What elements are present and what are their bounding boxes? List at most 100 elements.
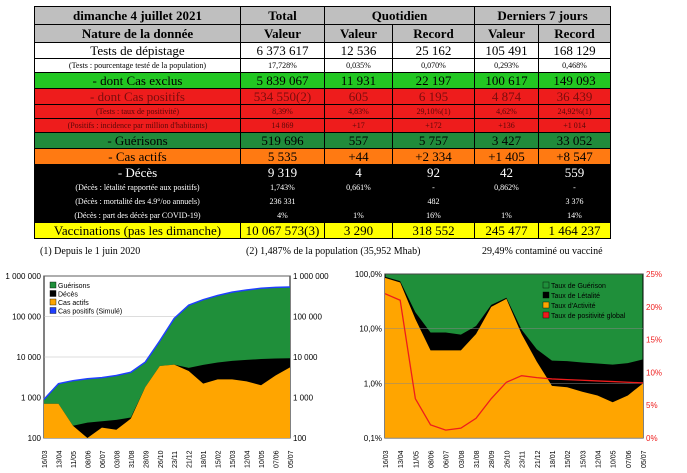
legend-swatch xyxy=(542,291,550,299)
cell-label: (Positifs : incidence par million d'habi… xyxy=(34,118,241,133)
y-tick-label: 1,0% xyxy=(364,379,382,388)
cell-total: 4% xyxy=(240,208,325,223)
cell-dr: 24,92%(1) xyxy=(537,104,612,119)
y2-tick-label: 15% xyxy=(646,336,662,345)
cell-qr: 22 197 xyxy=(392,72,475,89)
cell-label: Tests de dépistage xyxy=(34,42,241,59)
x-tick-label: 16/03 xyxy=(42,450,49,468)
cell-qr: 6 195 xyxy=(392,88,475,105)
cell-qv: +44 xyxy=(324,148,393,165)
x-tick-label: 21/12 xyxy=(187,450,194,468)
table-subheader-row: Nature de la donnée Valeur Valeur Record… xyxy=(34,24,612,43)
x-tick-label: 21/12 xyxy=(535,450,542,468)
legend-swatch xyxy=(49,307,57,314)
line-cas-positifs xyxy=(43,286,291,400)
cell-dr: 33 052 xyxy=(537,132,612,149)
report-date: dimanche 4 juillet 2021 xyxy=(34,6,241,25)
cell-total: 10 067 573(3) xyxy=(240,222,325,239)
x-tick-label: 26/10 xyxy=(158,450,165,468)
y2-tick-label: 20% xyxy=(646,303,662,312)
x-tick-label: 23/11 xyxy=(172,451,179,468)
legend-label: Taux de Létalité xyxy=(551,293,600,300)
legend-swatch xyxy=(49,290,57,297)
row-deces-part: (Décès : part des décès par COVID-19) 4% 1… xyxy=(34,208,612,223)
row-tests: Tests de dépistage 6 373 617 12 536 25 162 1… xyxy=(34,42,612,59)
legend-swatch xyxy=(542,301,550,309)
cell-total: 8,39% xyxy=(240,104,325,119)
cell-dr: - xyxy=(537,180,612,195)
cell-label: - Guérisons xyxy=(34,132,241,149)
y-tick-label: 10,0% xyxy=(359,325,382,334)
row-tests-sub: (Tests : pourcentage testé de la populat… xyxy=(34,58,612,73)
stats-table: dimanche 4 juillet 2021 Total Quotidien … xyxy=(34,6,612,239)
legend-swatch xyxy=(49,298,57,306)
row-guerisons: - Guérisons 519 696 557 5 757 3 427 33 052 xyxy=(34,132,612,149)
row-deces: - Décès 9 319 4 92 42 559 xyxy=(34,164,612,181)
header-valeur: Valeur xyxy=(324,24,393,43)
y2-tick-label: 1 000 000 xyxy=(293,272,329,281)
legend-swatch xyxy=(542,311,550,319)
x-tick-label: 06/07 xyxy=(100,450,107,468)
cell-dv: +1 405 xyxy=(474,148,539,165)
cell-total: 17,728% xyxy=(240,58,325,73)
note-3: 29,49% contaminé ou vacciné xyxy=(482,246,603,257)
x-tick-label: 07/06 xyxy=(274,450,281,468)
cell-dv: 3 427 xyxy=(474,132,539,149)
x-tick-label: 15/02 xyxy=(565,450,572,468)
y2-tick-label: 5% xyxy=(646,401,658,410)
line-taux-positivite xyxy=(384,293,644,431)
legend-label: Taux d'Activité xyxy=(551,303,596,310)
x-tick-label: 16/03 xyxy=(383,450,390,468)
x-tick-label: 10/05 xyxy=(259,450,266,468)
area-cas-actifs xyxy=(44,364,290,438)
y2-tick-label: 10 000 xyxy=(293,353,318,362)
cell-total: 14 869 xyxy=(240,118,325,133)
header-record: Record xyxy=(392,24,475,43)
cell-qv: 4,83% xyxy=(324,104,393,119)
header-valeur: Valeur xyxy=(240,24,325,43)
rates-log-chart: 100,0% 10,0% 1,0% 0,1% 25% 20% 15% 10% 5% 0% 16/03… xyxy=(355,270,662,468)
cell-dv: 1% xyxy=(474,208,539,223)
cell-dr: 1 464 237 xyxy=(537,222,612,239)
cell-dv xyxy=(474,194,539,209)
cell-total: 6 373 617 xyxy=(240,42,325,59)
x-tick-label: 13/04 xyxy=(56,450,63,468)
legend-label: Cas positifs (Simulé) xyxy=(58,309,122,316)
y2-tick-label: 0% xyxy=(646,434,658,443)
legend-swatch xyxy=(49,281,57,289)
y-tick-label: 1 000 000 xyxy=(5,272,41,281)
y2-tick-label: 10% xyxy=(646,368,662,377)
header-derniers-7-jours: Derniers 7 jours xyxy=(473,6,612,25)
x-tick-label: 18/01 xyxy=(550,450,557,468)
cell-qr: 318 552 xyxy=(392,222,475,239)
cell-qr: 25 162 xyxy=(392,42,475,59)
cell-label: - dont Cas positifs xyxy=(34,88,241,105)
cell-qr: 92 xyxy=(392,164,475,181)
cases-log-chart: 1 000 000 100 000 10 000 1 000 100 1 000 000 1… xyxy=(5,272,329,468)
cell-total: 5 535 xyxy=(240,148,325,165)
legend-label: Taux de positivité global xyxy=(551,313,626,320)
cell-qr: 5 757 xyxy=(392,132,475,149)
legend-label: Décès xyxy=(58,292,78,299)
x-tick-label: 05/07 xyxy=(641,450,648,468)
x-tick-label: 07/06 xyxy=(626,450,633,468)
legend-label: Cas actifs xyxy=(58,300,89,307)
cell-dr: +8 547 xyxy=(537,148,612,165)
cell-qr: 29,10%(1) xyxy=(392,104,475,119)
cell-dr: 3 376 xyxy=(537,194,612,209)
cell-qr: +172 xyxy=(392,118,475,133)
cell-label: - dont Cas exclus xyxy=(34,72,241,89)
y2-tick-label: 100 000 xyxy=(293,313,322,322)
x-tick-label: 10/05 xyxy=(611,450,618,468)
y2-tick-label: 25% xyxy=(646,270,662,279)
x-tick-label: 13/04 xyxy=(398,450,405,468)
note-2: (2) 1,487% de la population (35,952 Mhab… xyxy=(246,246,421,257)
row-cas-actifs: - Cas actifs 5 535 +44 +2 334 +1 405 +8 547 xyxy=(34,148,612,165)
x-tick-label: 15/03 xyxy=(580,450,587,468)
cell-dv: 4,62% xyxy=(474,104,539,119)
cell-dr: 149 093 xyxy=(537,72,612,89)
cell-qr: 16% xyxy=(392,208,475,223)
x-tick-label: 11/05 xyxy=(413,451,420,468)
cell-qr: - xyxy=(392,180,475,195)
cell-qv: 12 536 xyxy=(324,42,393,59)
